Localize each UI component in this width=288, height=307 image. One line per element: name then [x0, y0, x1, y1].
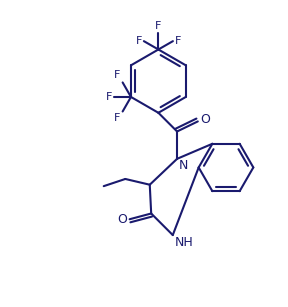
- Text: F: F: [114, 70, 121, 80]
- Text: F: F: [175, 36, 181, 46]
- Text: F: F: [114, 114, 121, 123]
- Text: NH: NH: [175, 236, 194, 249]
- Text: N: N: [179, 159, 188, 173]
- Text: O: O: [201, 114, 211, 126]
- Text: F: F: [135, 36, 142, 46]
- Text: O: O: [117, 213, 127, 226]
- Text: F: F: [155, 21, 162, 31]
- Text: F: F: [106, 92, 112, 102]
